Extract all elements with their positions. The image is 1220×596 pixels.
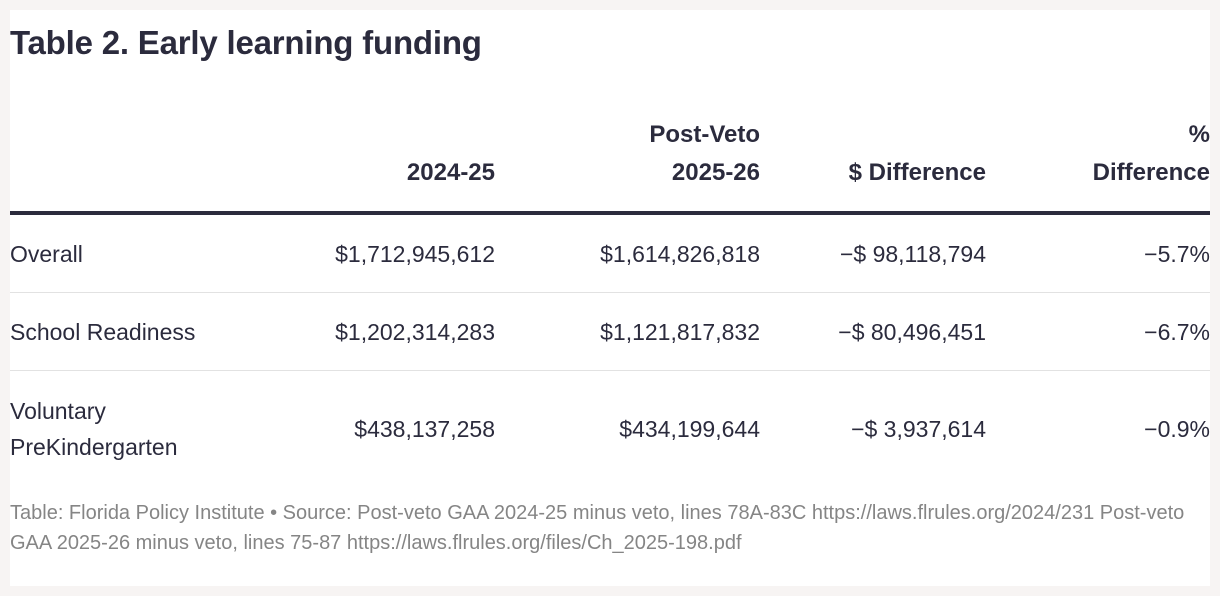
cell-2025-26: $434,199,644 (619, 416, 760, 442)
table-title: Table 2. Early learning funding (10, 24, 482, 61)
row-label-line: PreKindergarten (10, 434, 178, 460)
row-label: Overall (10, 213, 240, 293)
cell-percent-difference: −0.9% (1144, 416, 1210, 442)
header-line (760, 116, 986, 154)
cell-percent-difference: −6.7% (986, 292, 1210, 371)
header-line: 2025-26 (671, 159, 760, 186)
cell-dollar-difference: −$ 98,118,794 (760, 213, 986, 293)
row-label: School Readiness (10, 292, 240, 371)
header-line: $ Difference (848, 159, 986, 186)
header-row: 2024-25 Post-Veto 2025-26 $ Difference %… (10, 116, 1210, 215)
header-post-veto-2025-26: Post-Veto 2025-26 (495, 116, 760, 215)
row-label: Voluntary PreKindergarten (10, 371, 240, 488)
table-card: Table 2. Early learning funding 2024-25 … (10, 10, 1210, 586)
cell-2025-26: $1,121,817,832 (495, 292, 760, 371)
header-line: % (1188, 121, 1210, 148)
cell-2024-25: $1,202,314,283 (240, 292, 495, 371)
header-line: Difference (1092, 159, 1210, 186)
header-line: Post-Veto (649, 121, 760, 148)
table-row-overall: Overall $1,712,945,612 $1,614,826,818 −$… (10, 213, 1210, 293)
funding-table: 2024-25 Post-Veto 2025-26 $ Difference %… (10, 116, 1210, 487)
cell-dollar-difference: −$ 3,937,614 (851, 416, 986, 442)
source-note: Table: Florida Policy Institute • Source… (10, 502, 1185, 554)
cell-2024-25: $1,712,945,612 (240, 213, 495, 293)
table-row-voluntary-prekindergarten: Voluntary PreKindergarten $438,137,258 $… (10, 371, 1210, 488)
table-row-school-readiness: School Readiness $1,202,314,283 $1,121,8… (10, 292, 1210, 371)
cell-2025-26: $1,614,826,818 (495, 213, 760, 293)
header-label-column (10, 116, 240, 215)
header-line (240, 116, 495, 154)
cell-dollar-difference: −$ 80,496,451 (760, 292, 986, 371)
header-percent-difference: % Difference (986, 116, 1210, 215)
cell-2024-25: $438,137,258 (354, 416, 495, 442)
row-label-line: Voluntary (10, 398, 106, 424)
header-line: 2024-25 (406, 159, 495, 186)
header-2024-25: 2024-25 (240, 116, 495, 215)
header-dollar-difference: $ Difference (760, 116, 986, 215)
cell-percent-difference: −5.7% (986, 213, 1210, 293)
